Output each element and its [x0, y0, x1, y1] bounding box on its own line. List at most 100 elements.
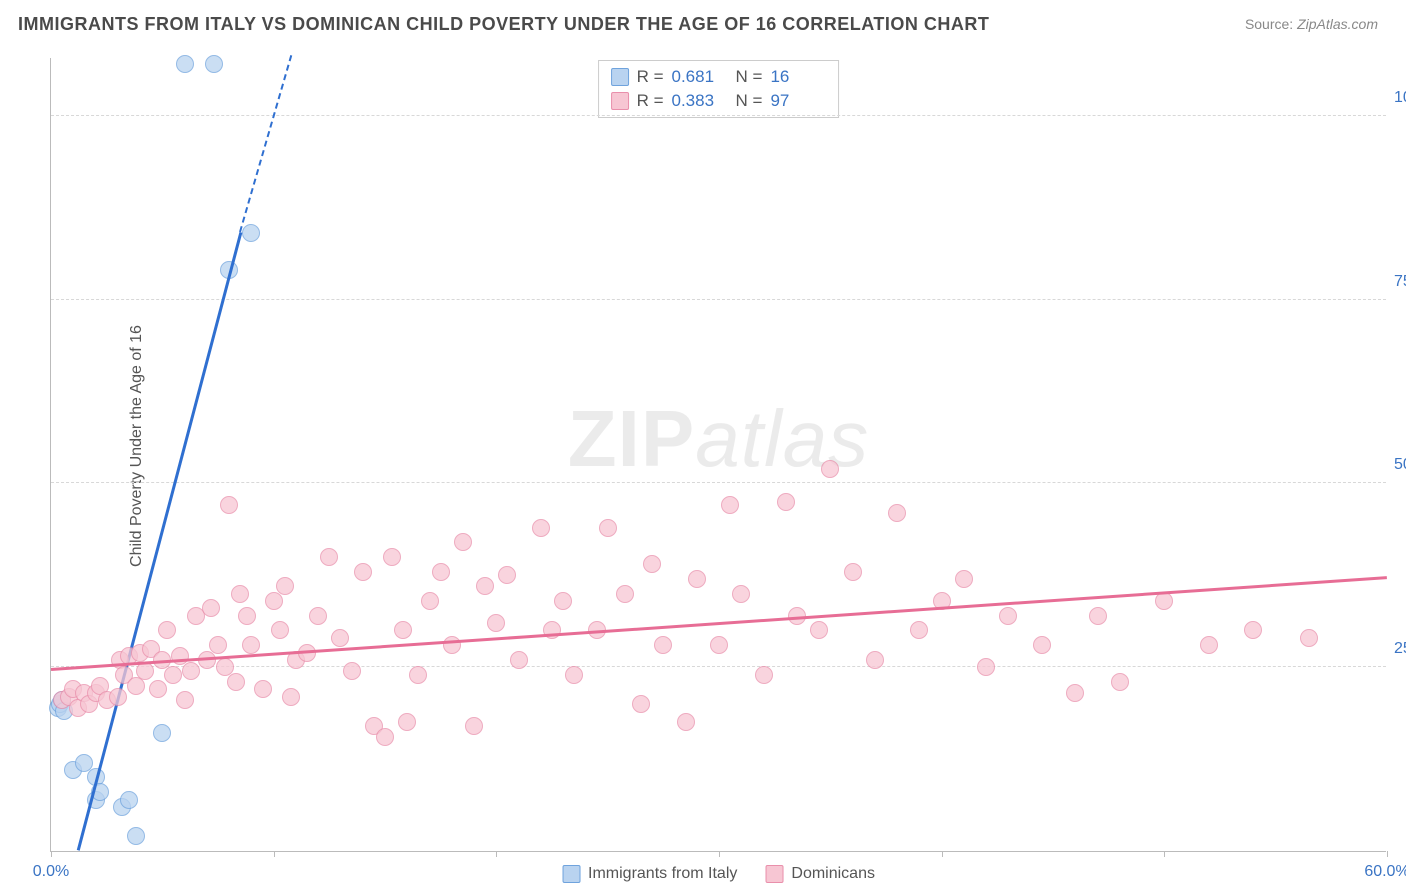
- data-point: [254, 680, 272, 698]
- x-tick: [942, 851, 943, 857]
- data-point: [543, 621, 561, 639]
- data-point: [394, 621, 412, 639]
- data-point: [383, 548, 401, 566]
- x-tick: [719, 851, 720, 857]
- r-label: R =: [637, 91, 664, 111]
- data-point: [242, 224, 260, 242]
- data-point: [127, 827, 145, 845]
- data-point: [643, 555, 661, 573]
- legend-swatch-italy: [562, 865, 580, 883]
- data-point: [409, 666, 427, 684]
- legend-swatch-dominicans: [611, 92, 629, 110]
- data-point: [810, 621, 828, 639]
- x-tick: [496, 851, 497, 857]
- r-label: R =: [637, 67, 664, 87]
- series-legend: Immigrants from Italy Dominicans: [562, 865, 875, 883]
- data-point: [844, 563, 862, 581]
- data-point: [343, 662, 361, 680]
- n-value-italy: 16: [770, 67, 826, 87]
- data-point: [136, 662, 154, 680]
- x-tick: [274, 851, 275, 857]
- data-point: [331, 629, 349, 647]
- y-tick-label: 100.0%: [1394, 89, 1406, 107]
- data-point: [710, 636, 728, 654]
- data-point: [721, 496, 739, 514]
- data-point: [265, 592, 283, 610]
- n-value-dominicans: 97: [770, 91, 826, 111]
- r-value-italy: 0.681: [672, 67, 728, 87]
- data-point: [476, 577, 494, 595]
- data-point: [176, 55, 194, 73]
- trend-line: [239, 56, 292, 233]
- data-point: [209, 636, 227, 654]
- trend-line: [77, 232, 242, 850]
- data-point: [821, 460, 839, 478]
- data-point: [421, 592, 439, 610]
- data-point: [120, 791, 138, 809]
- data-point: [1066, 684, 1084, 702]
- legend-row-italy: R = 0.681 N = 16: [611, 65, 827, 89]
- chart-container: IMMIGRANTS FROM ITALY VS DOMINICAN CHILD…: [0, 0, 1406, 892]
- watermark-atlas: atlas: [695, 394, 869, 483]
- data-point: [777, 493, 795, 511]
- data-point: [654, 636, 672, 654]
- data-point: [153, 724, 171, 742]
- watermark-zip: ZIP: [568, 394, 695, 483]
- data-point: [202, 599, 220, 617]
- data-point: [276, 577, 294, 595]
- data-point: [109, 688, 127, 706]
- x-tick-label: 0.0%: [33, 863, 69, 881]
- data-point: [282, 688, 300, 706]
- data-point: [242, 636, 260, 654]
- x-tick: [51, 851, 52, 857]
- data-point: [227, 673, 245, 691]
- data-point: [755, 666, 773, 684]
- y-tick-label: 75.0%: [1394, 273, 1406, 291]
- y-tick-label: 25.0%: [1394, 640, 1406, 658]
- data-point: [632, 695, 650, 713]
- data-point: [1111, 673, 1129, 691]
- source-attribution: Source: ZipAtlas.com: [1245, 16, 1378, 32]
- data-point: [376, 728, 394, 746]
- legend-row-dominicans: R = 0.383 N = 97: [611, 89, 827, 113]
- gridline: [51, 482, 1386, 483]
- legend-label-italy: Immigrants from Italy: [588, 865, 737, 883]
- data-point: [164, 666, 182, 684]
- data-point: [432, 563, 450, 581]
- x-tick: [1387, 851, 1388, 857]
- n-label: N =: [736, 91, 763, 111]
- correlation-legend: R = 0.681 N = 16 R = 0.383 N = 97: [598, 60, 840, 118]
- x-tick: [1164, 851, 1165, 857]
- data-point: [354, 563, 372, 581]
- data-point: [888, 504, 906, 522]
- data-point: [205, 55, 223, 73]
- gridline: [51, 666, 1386, 667]
- data-point: [149, 680, 167, 698]
- data-point: [320, 548, 338, 566]
- data-point: [238, 607, 256, 625]
- data-point: [182, 662, 200, 680]
- data-point: [532, 519, 550, 537]
- source-label: Source:: [1245, 16, 1293, 32]
- n-label: N =: [736, 67, 763, 87]
- source-value: ZipAtlas.com: [1297, 16, 1378, 32]
- data-point: [443, 636, 461, 654]
- data-point: [955, 570, 973, 588]
- legend-item-italy: Immigrants from Italy: [562, 865, 737, 883]
- data-point: [510, 651, 528, 669]
- data-point: [398, 713, 416, 731]
- data-point: [1200, 636, 1218, 654]
- trend-line: [51, 576, 1387, 670]
- legend-swatch-dominicans: [765, 865, 783, 883]
- data-point: [1033, 636, 1051, 654]
- data-point: [454, 533, 472, 551]
- data-point: [465, 717, 483, 735]
- legend-item-dominicans: Dominicans: [765, 865, 875, 883]
- data-point: [158, 621, 176, 639]
- data-point: [1300, 629, 1318, 647]
- data-point: [599, 519, 617, 537]
- gridline: [51, 115, 1386, 116]
- data-point: [732, 585, 750, 603]
- y-tick-label: 50.0%: [1394, 456, 1406, 474]
- chart-title: IMMIGRANTS FROM ITALY VS DOMINICAN CHILD…: [18, 14, 989, 35]
